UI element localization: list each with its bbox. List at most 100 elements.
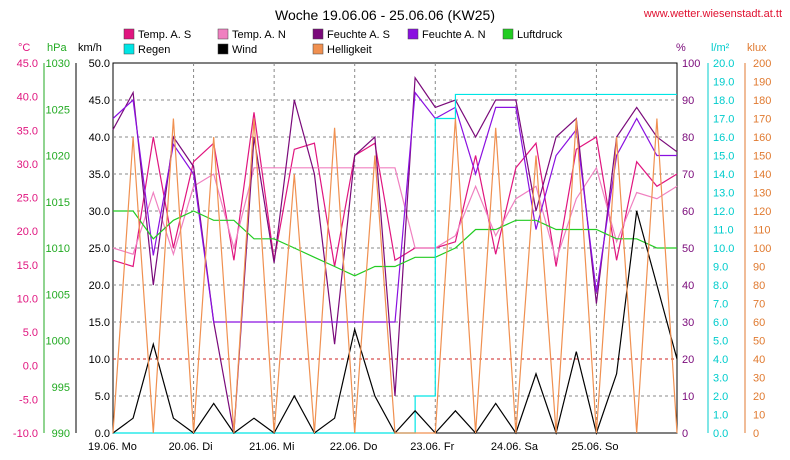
humidity-tick-label: 60 <box>682 206 694 218</box>
pressure-tick-label: 1005 <box>46 289 70 301</box>
pressure-tick-label: 1030 <box>46 58 70 70</box>
light-tick-label: 40 <box>753 354 765 366</box>
light-tick-label: 90 <box>753 262 765 274</box>
light-tick-label: 100 <box>753 243 771 255</box>
temp-tick-label: 20.0 <box>17 226 38 238</box>
rain-tick-label: 4.0 <box>713 354 728 366</box>
humidity-tick-label: 40 <box>682 280 694 292</box>
x-tick-label: 24.06. Sa <box>491 441 539 453</box>
rain-tick-label: 17.0 <box>713 114 734 126</box>
light-tick-label: 20 <box>753 391 765 403</box>
pressure-tick-label: 990 <box>52 428 70 440</box>
rain-tick-label: 12.0 <box>713 206 734 218</box>
humidity-tick-label: 100 <box>682 58 700 70</box>
series-line-temp-a-s <box>112 112 678 268</box>
series-line-helligkeit <box>112 118 678 434</box>
x-tick-label: 20.06. Di <box>169 441 213 453</box>
legend-label: Luftdruck <box>517 29 563 41</box>
pressure-unit: hPa <box>47 42 67 54</box>
pressure-tick-label: 1000 <box>46 336 70 348</box>
temp-tick-label: 0.0 <box>23 361 38 373</box>
legend-label: Temp. A. S <box>138 29 191 41</box>
rain-tick-label: 2.0 <box>713 391 728 403</box>
temp-tick-label: 30.0 <box>17 159 38 171</box>
wind-unit: km/h <box>78 42 102 54</box>
wind-tick-label: 15.0 <box>89 317 110 329</box>
rain-tick-label: 3.0 <box>713 373 728 385</box>
light-tick-label: 10 <box>753 410 765 422</box>
x-tick-label: 21.06. Mi <box>249 441 294 453</box>
rain-tick-label: 11.0 <box>713 225 734 237</box>
light-tick-label: 130 <box>753 188 771 200</box>
x-tick-label: 22.06. Do <box>330 441 378 453</box>
temp-tick-label: 15.0 <box>17 260 38 272</box>
legend-label: Wind <box>232 44 257 56</box>
rain-tick-label: 15.0 <box>713 151 734 163</box>
pressure-tick-label: 1020 <box>46 151 70 163</box>
temp-tick-label: 10.0 <box>17 293 38 305</box>
rain-tick-label: 1.0 <box>713 410 728 422</box>
legend-swatch <box>502 28 514 40</box>
rain-tick-label: 0.0 <box>713 428 728 440</box>
legend-label: Feuchte A. N <box>422 29 486 41</box>
rain-tick-label: 10.0 <box>713 243 734 255</box>
temp-unit: °C <box>18 42 30 54</box>
wind-tick-label: 40.0 <box>89 132 110 144</box>
rain-tick-label: 16.0 <box>713 132 734 144</box>
legend: Temp. A. S Temp. A. N Feuchte A. S Feuchte … <box>123 28 563 56</box>
rain-tick-label: 7.0 <box>713 299 728 311</box>
light-tick-label: 30 <box>753 373 765 385</box>
light-tick-label: 120 <box>753 206 771 218</box>
rain-tick-label: 13.0 <box>713 188 734 200</box>
pressure-tick-label: 1010 <box>46 243 70 255</box>
wind-tick-label: 20.0 <box>89 280 110 292</box>
pressure-tick-label: 1015 <box>46 197 70 209</box>
legend-swatch <box>217 28 229 40</box>
light-tick-label: 80 <box>753 280 765 292</box>
light-tick-label: 180 <box>753 95 771 107</box>
rain-tick-label: 6.0 <box>713 317 728 329</box>
legend-swatch <box>123 43 135 55</box>
wind-tick-label: 0.0 <box>95 428 110 440</box>
humidity-unit: % <box>676 42 686 54</box>
temp-tick-label: -5.0 <box>19 394 38 406</box>
pressure-tick-label: 1025 <box>46 104 70 116</box>
light-tick-label: 190 <box>753 77 771 89</box>
humidity-tick-label: 30 <box>682 317 694 329</box>
temp-tick-label: -10.0 <box>13 428 38 440</box>
rain-tick-label: 14.0 <box>713 169 734 181</box>
humidity-tick-label: 50 <box>682 243 694 255</box>
light-tick-label: 70 <box>753 299 765 311</box>
wind-tick-label: 45.0 <box>89 95 110 107</box>
rain-tick-label: 8.0 <box>713 280 728 292</box>
legend-label: Helligkeit <box>327 44 372 56</box>
humidity-tick-label: 90 <box>682 95 694 107</box>
humidity-tick-label: 70 <box>682 169 694 181</box>
wind-tick-label: 50.0 <box>89 58 110 70</box>
rain-tick-label: 19.0 <box>713 77 734 89</box>
humidity-tick-label: 10 <box>682 391 694 403</box>
legend-swatch <box>123 28 135 40</box>
x-axis-labels: 19.06. Mo 20.06. Di 21.06. Mi 22.06. Do 23.0… <box>88 441 619 453</box>
pressure-tick-label: 995 <box>52 382 70 394</box>
light-tick-label: 160 <box>753 132 771 144</box>
light-unit: klux <box>747 42 767 54</box>
rain-unit: l/m² <box>711 42 730 54</box>
light-tick-label: 140 <box>753 169 771 181</box>
axis-units: °C hPa km/h% l/m² klux <box>18 42 767 54</box>
site-url: www.wetter.wiesenstadt.at.tt <box>643 8 782 20</box>
rain-tick-label: 5.0 <box>713 336 728 348</box>
humidity-tick-label: 0 <box>682 428 688 440</box>
light-tick-label: 110 <box>753 225 771 237</box>
rain-tick-label: 9.0 <box>713 262 728 274</box>
chart-title: Woche 19.06.06 - 25.06.06 (KW25) <box>275 7 495 23</box>
wind-tick-label: 30.0 <box>89 206 110 218</box>
legend-swatch <box>312 43 324 55</box>
legend-swatch <box>407 28 419 40</box>
wind-tick-label: 25.0 <box>89 243 110 255</box>
temp-tick-label: 5.0 <box>23 327 38 339</box>
legend-swatch <box>217 43 229 55</box>
light-tick-label: 0 <box>753 428 759 440</box>
wind-tick-label: 35.0 <box>89 169 110 181</box>
wind-tick-label: 10.0 <box>89 354 110 366</box>
